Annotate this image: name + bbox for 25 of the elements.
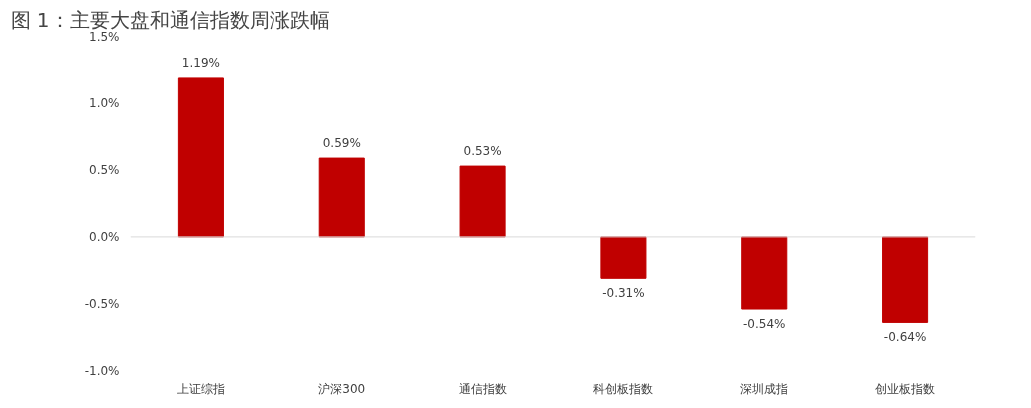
x-tick-label: 沪深300: [318, 381, 366, 396]
y-tick-label: -1.0%: [84, 363, 120, 378]
data-label: -0.31%: [602, 286, 645, 301]
x-tick-label: 通信指数: [458, 381, 507, 396]
x-tick-label: 深圳成指: [740, 381, 789, 396]
bar: [318, 157, 365, 238]
data-label: 1.19%: [181, 55, 220, 70]
y-tick-label: 1.0%: [89, 96, 120, 111]
x-tick-label: 创业板指数: [875, 381, 936, 396]
x-tick-label: 科创板指数: [593, 381, 654, 396]
data-label: -0.54%: [743, 317, 786, 332]
bar: [882, 236, 929, 323]
y-tick-label: 1.5%: [89, 29, 120, 44]
y-tick-label: 0.0%: [89, 229, 120, 244]
x-tick-label: 上证综指: [176, 381, 225, 396]
chart-title: 图 1：主要大盘和通信指数周涨跌幅: [10, 7, 330, 32]
bar: [741, 236, 788, 310]
bar: [459, 165, 506, 238]
bar: [177, 77, 224, 238]
y-tick-label: -0.5%: [84, 296, 120, 311]
data-label: -0.64%: [883, 330, 927, 345]
bar: [600, 236, 647, 279]
data-label: 0.59%: [322, 136, 361, 151]
y-tick-label: 0.5%: [89, 163, 120, 178]
data-label: 0.53%: [463, 144, 502, 159]
